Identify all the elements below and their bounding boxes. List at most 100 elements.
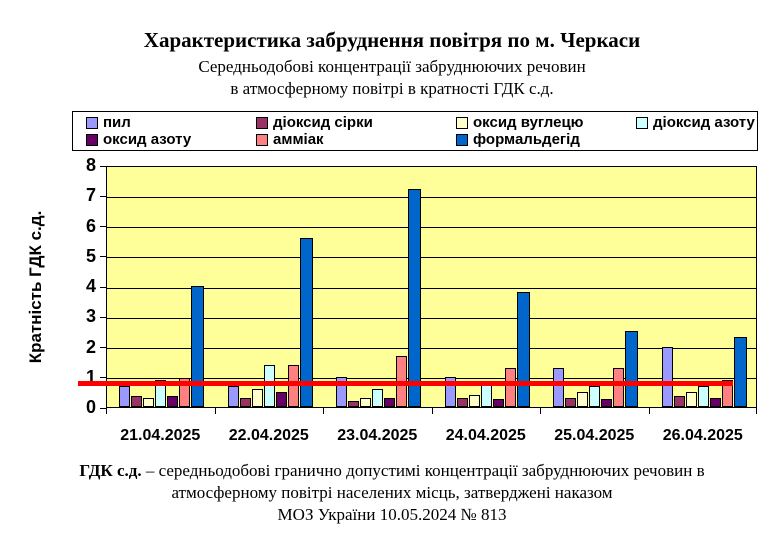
footnote-line1-text: – середньодобові гранично допустимі конц… [141,461,705,480]
bar-оксид-азоту-21.04.2025 [167,396,179,407]
bar-оксид-азоту-23.04.2025 [384,397,396,407]
gridline-y-7 [107,196,756,198]
x-tick-2 [323,408,324,414]
x-tick-5 [648,408,650,414]
legend-label: пил [103,114,131,131]
legend-swatch-icon [256,117,268,129]
y-tick-0 [100,407,106,409]
legend-swatch-icon [86,117,98,129]
bar-пил-23.04.2025 [336,376,348,407]
x-category-label-26.04.2025: 26.04.2025 [662,427,743,444]
bar-діоксид-сірки-25.04.2025 [565,397,577,407]
footnote-line1: ГДК с.д. – середньодобові гранично допус… [0,461,784,481]
y-tick-label-5: 5 [85,245,96,266]
y-tick-label-6: 6 [85,215,96,236]
legend-swatch-icon [256,134,268,146]
legend-label: діоксид сірки [273,114,373,131]
legend-label: амміак [273,131,324,148]
bar-амміак-21.04.2025 [179,378,191,407]
x-category-label-21.04.2025: 21.04.2025 [120,427,201,444]
bar-пил-21.04.2025 [119,385,131,407]
gdk-reference-line [78,381,733,387]
legend-swatch-icon [86,134,98,146]
bar-амміак-23.04.2025 [396,355,408,407]
bar-формальдегід-21.04.2025 [191,286,205,407]
y-tick-label-3: 3 [85,306,96,327]
bar-формальдегід-26.04.2025 [733,337,747,407]
bar-оксид-вуглецю-25.04.2025 [577,391,589,407]
gridline-y-1 [107,378,756,380]
bar-діоксид-азоту-25.04.2025 [589,385,601,407]
legend-swatch-icon [456,134,468,146]
bar-амміак-25.04.2025 [613,367,625,407]
y-tick-label-4: 4 [85,276,96,296]
bar-пил-24.04.2025 [444,376,456,407]
y-tick-8 [100,165,106,167]
x-tick-end [756,408,757,414]
y-tick-2 [100,347,106,348]
bar-діоксид-азоту-23.04.2025 [372,388,384,407]
bar-оксид-вуглецю-24.04.2025 [468,394,480,407]
chart-subtitle-line2: в атмосферному повітрі в кратності ГДК с… [230,79,554,98]
bar-діоксид-сірки-26.04.2025 [673,396,685,407]
footnote-line3: МОЗ України 10.05.2024 № 813 [277,505,507,524]
gridline-y-5 [107,257,756,259]
plot-area [106,166,757,408]
legend-label: формальдегід [473,131,580,148]
chart-title: Характеристика забруднення повітря по м.… [143,28,641,52]
y-tick-label-0: 0 [85,397,96,417]
chart-subtitle-line1: Середньодобові концентрації забруднюючих… [198,57,586,76]
bar-формальдегід-24.04.2025 [516,292,530,407]
footnote-line2: атмосферному повітрі населених місць, за… [171,483,613,502]
bar-амміак-26.04.2025 [721,379,733,407]
bar-формальдегід-23.04.2025 [408,189,422,407]
x-category-label-22.04.2025: 22.04.2025 [228,427,309,444]
gridline-y-3 [107,317,756,319]
x-tick-0 [106,408,107,414]
bar-діоксид-сірки-21.04.2025 [131,396,143,407]
y-tick-7 [100,195,106,197]
legend-item-формальдегід: формальдегід [456,131,580,148]
x-category-label-24.04.2025: 24.04.2025 [445,427,526,444]
legend-label: оксид азоту [103,131,192,148]
bar-оксид-азоту-24.04.2025 [492,399,504,407]
bar-формальдегід-22.04.2025 [299,237,313,407]
bar-пил-22.04.2025 [227,385,239,407]
gridline-y-4 [107,287,756,289]
gridline-y-6 [107,227,756,228]
legend-swatch-icon [456,117,468,129]
x-tick-4 [540,408,541,414]
legend-item-діоксид-сірки: діоксид сірки [256,114,373,131]
bar-оксид-азоту-22.04.2025 [275,391,287,407]
y-axis-title: Кратність ГДК с.д. [26,210,45,364]
y-tick-1 [100,377,106,379]
y-tick-3 [100,316,106,318]
bar-оксид-азоту-25.04.2025 [601,399,613,407]
legend-item-діоксид-азоту: діоксид азоту [636,114,755,131]
legend-item-амміак: амміак [256,131,324,148]
x-tick-3 [431,408,433,414]
chart-legend: пил діоксид сірки оксид вуглецю діоксид азо… [72,111,758,151]
legend-item-пил: пил [86,114,131,131]
y-tick-6 [100,226,106,227]
x-tick-1 [214,408,216,414]
footnote-term: ГДК с.д. [79,461,142,480]
bar-діоксид-сірки-22.04.2025 [239,397,251,407]
legend-item-оксид-вуглецю: оксид вуглецю [456,114,584,131]
bar-діоксид-сірки-24.04.2025 [456,397,468,407]
bar-оксид-вуглецю-26.04.2025 [685,391,697,407]
y-tick-label-1: 1 [85,366,96,387]
bar-пил-25.04.2025 [553,367,565,407]
bar-діоксид-азоту-26.04.2025 [697,385,709,407]
bar-формальдегід-25.04.2025 [625,331,639,407]
y-tick-label-8: 8 [85,155,96,175]
legend-label: оксид вуглецю [473,114,584,131]
legend-label: діоксид азоту [653,114,755,131]
gridline-y-2 [107,348,756,349]
bar-діоксид-азоту-21.04.2025 [155,379,167,407]
x-category-label-23.04.2025: 23.04.2025 [337,427,418,444]
bar-пил-26.04.2025 [661,346,673,407]
bar-оксид-вуглецю-21.04.2025 [143,397,155,407]
bar-оксид-вуглецю-23.04.2025 [360,397,372,407]
